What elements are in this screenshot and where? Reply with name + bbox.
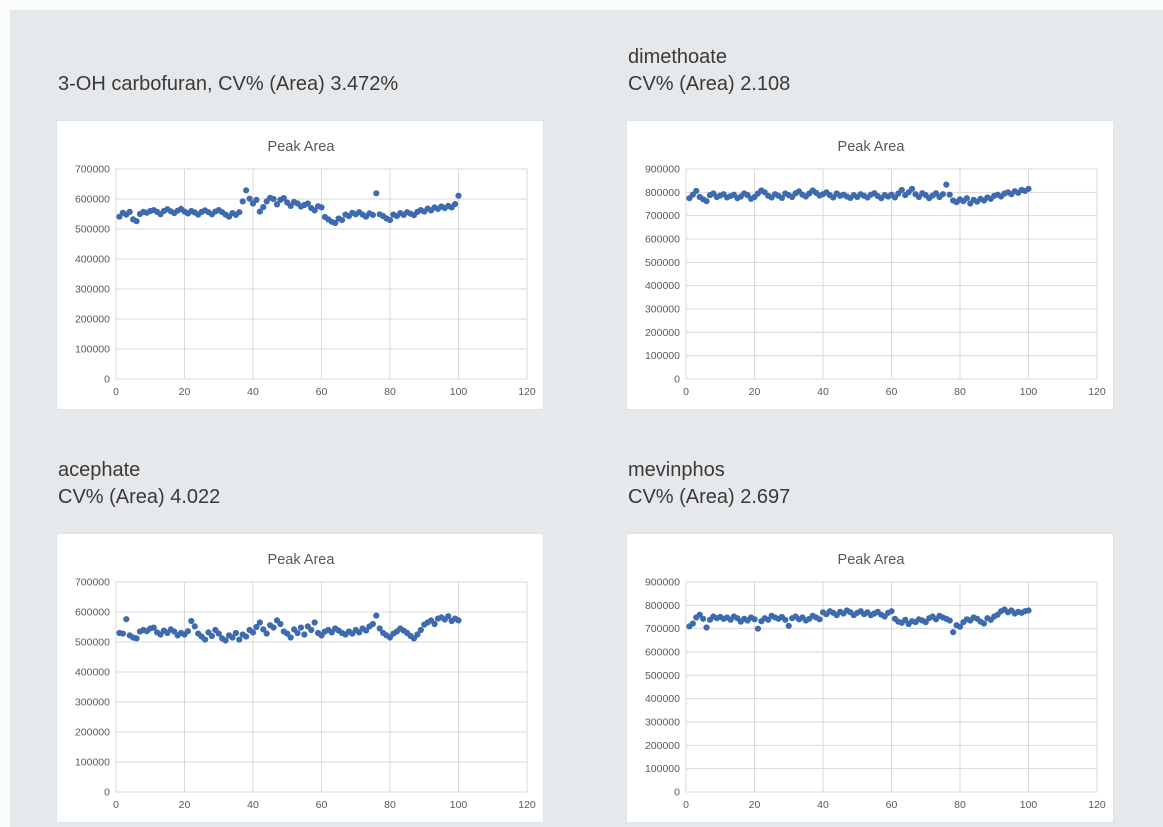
svg-text:0: 0 [674,787,680,799]
compound-heading-line: CV% (Area) 4.022 [58,486,221,508]
svg-text:80: 80 [954,799,966,811]
peak-area-scatter-chart-dimethoate: Peak Area 0 100000 200000 300000 400000 500000… [645,139,1106,398]
svg-text:300000: 300000 [645,304,680,316]
svg-text:80: 80 [954,386,966,398]
peak-area-scatter-chart-acephate: Peak Area 0 100000 200000 300000 400000 500000… [75,552,536,811]
svg-text:Peak Area: Peak Area [838,139,906,155]
svg-text:100: 100 [1020,799,1038,811]
svg-text:700000: 700000 [75,164,110,176]
compound-heading-3oh-carbofuran: 3-OH carbofuran, CV% (Area) 3.472% [56,42,544,98]
chart-card-acephate: Peak Area 0 100000 200000 300000 400000 500000… [56,533,544,823]
svg-text:300000: 300000 [645,717,680,729]
svg-text:700000: 700000 [645,210,680,222]
svg-text:400000: 400000 [75,254,110,266]
svg-text:600000: 600000 [645,647,680,659]
compound-heading-line: mevinphos [628,459,725,481]
svg-text:100: 100 [450,799,468,811]
svg-text:100000: 100000 [645,763,680,775]
compound-heading-dimethoate: dimethoate CV% (Area) 2.108 [626,42,1114,98]
compound-heading-line: acephate [58,459,141,481]
svg-text:700000: 700000 [75,577,110,589]
peak-area-scatter-chart-mevinphos: Peak Area 0 100000 200000 300000 400000 500000… [645,552,1106,811]
svg-text:800000: 800000 [645,600,680,612]
svg-text:120: 120 [1088,386,1106,398]
svg-text:400000: 400000 [645,693,680,705]
svg-text:700000: 700000 [645,623,680,635]
svg-text:100000: 100000 [75,757,110,769]
report-canvas: 3-OH carbofuran, CV% (Area) 3.472% dimet… [10,10,1163,827]
svg-text:400000: 400000 [645,280,680,292]
svg-text:20: 20 [749,386,761,398]
svg-text:500000: 500000 [645,257,680,269]
svg-text:100000: 100000 [75,344,110,356]
svg-text:200000: 200000 [645,740,680,752]
svg-text:500000: 500000 [75,637,110,649]
svg-text:0: 0 [683,386,689,398]
svg-text:200000: 200000 [75,727,110,739]
svg-text:40: 40 [817,799,829,811]
svg-text:Peak Area: Peak Area [838,552,906,568]
svg-text:900000: 900000 [645,164,680,176]
svg-text:40: 40 [817,386,829,398]
svg-text:80: 80 [384,799,396,811]
svg-text:120: 120 [518,386,536,398]
svg-text:0: 0 [104,787,110,799]
svg-text:600000: 600000 [645,234,680,246]
svg-text:300000: 300000 [75,284,110,296]
svg-text:200000: 200000 [75,314,110,326]
svg-text:900000: 900000 [645,577,680,589]
svg-text:0: 0 [113,386,119,398]
compound-heading-line: CV% (Area) 2.697 [628,486,791,508]
svg-text:20: 20 [179,386,191,398]
svg-text:100000: 100000 [645,350,680,362]
svg-text:Peak Area: Peak Area [268,139,336,155]
svg-text:20: 20 [749,799,761,811]
svg-text:800000: 800000 [645,187,680,199]
svg-text:500000: 500000 [75,224,110,236]
peak-area-scatter-chart-3oh-carbofuran: Peak Area 0 100000 200000 300000 400000 500000… [75,139,536,398]
svg-text:0: 0 [683,799,689,811]
svg-text:60: 60 [316,799,328,811]
svg-text:40: 40 [247,386,259,398]
chart-card-3oh-carbofuran: Peak Area 0 100000 200000 300000 400000 500000… [56,120,544,410]
compound-heading-mevinphos: mevinphos CV% (Area) 2.697 [626,455,1114,511]
svg-text:100: 100 [1020,386,1038,398]
svg-text:400000: 400000 [75,667,110,679]
svg-text:600000: 600000 [75,194,110,206]
svg-text:60: 60 [886,799,898,811]
svg-text:0: 0 [674,374,680,386]
svg-text:0: 0 [113,799,119,811]
svg-text:0: 0 [104,374,110,386]
svg-text:600000: 600000 [75,607,110,619]
compound-heading-line: CV% (Area) 2.108 [628,73,791,95]
compound-heading-line: dimethoate [628,46,727,68]
svg-text:20: 20 [179,799,191,811]
svg-text:Peak Area: Peak Area [268,552,336,568]
svg-text:60: 60 [316,386,328,398]
compound-heading-line: 3-OH carbofuran, CV% (Area) 3.472% [58,73,399,95]
svg-text:100: 100 [450,386,468,398]
svg-text:500000: 500000 [645,670,680,682]
svg-text:120: 120 [518,799,536,811]
chart-card-dimethoate: Peak Area 0 100000 200000 300000 400000 500000… [626,120,1114,410]
svg-text:120: 120 [1088,799,1106,811]
svg-text:200000: 200000 [645,327,680,339]
compound-heading-acephate: acephate CV% (Area) 4.022 [56,455,544,511]
svg-text:40: 40 [247,799,259,811]
svg-text:300000: 300000 [75,697,110,709]
svg-text:80: 80 [384,386,396,398]
chart-card-mevinphos: Peak Area 0 100000 200000 300000 400000 500000… [626,533,1114,823]
svg-text:60: 60 [886,386,898,398]
